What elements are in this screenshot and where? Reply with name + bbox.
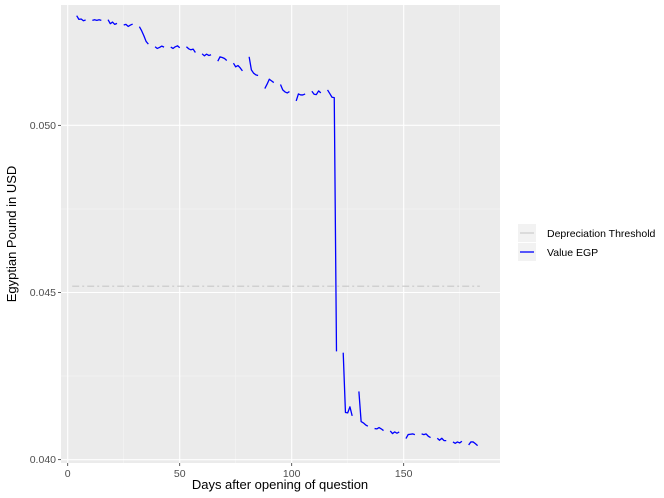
y-axis-title: Egyptian Pound in USD	[4, 166, 19, 303]
value-egp-line	[436, 437, 447, 442]
value-egp-line	[374, 426, 384, 432]
minor-gridlines	[61, 5, 500, 463]
value-egp-line	[76, 15, 86, 22]
value-egp-line	[342, 352, 353, 417]
value-egp-line	[248, 56, 259, 77]
x-tick-label: 100	[283, 468, 301, 480]
value-egp-line	[326, 89, 338, 352]
series-layer	[72, 15, 480, 447]
y-tick-label: 0.045	[30, 287, 56, 299]
x-tick-label: 150	[395, 468, 413, 480]
value-egp-line	[421, 433, 431, 439]
value-egp-line	[295, 93, 306, 102]
y-tick-label: 0.040	[30, 454, 56, 466]
major-gridlines	[61, 5, 500, 463]
value-egp-line	[217, 56, 228, 62]
value-egp-line	[123, 23, 133, 28]
value-egp-line	[264, 78, 275, 89]
legend-label-value-egp: Value EGP	[547, 247, 598, 259]
value-egp-line	[170, 45, 181, 50]
value-egp-line	[468, 441, 479, 447]
x-tick-label: 0	[65, 468, 71, 480]
value-egp-line	[311, 90, 322, 96]
value-egp-line	[107, 19, 118, 26]
value-egp-line	[405, 433, 416, 439]
x-tick-label: 50	[174, 468, 186, 480]
value-egp-line	[452, 440, 463, 444]
value-egp-line	[138, 26, 149, 45]
value-egp-line	[389, 430, 400, 435]
value-egp-line	[92, 19, 102, 22]
legend: Depreciation Threshold Value EGP	[518, 224, 656, 261]
x-axis: 0 50 100 150	[65, 463, 413, 480]
legend-label-depreciation-threshold: Depreciation Threshold	[547, 228, 656, 240]
value-egp-line	[185, 46, 196, 53]
value-egp-line	[358, 391, 369, 427]
value-egp-line	[201, 53, 212, 57]
panel-background	[61, 5, 500, 463]
y-tick-label: 0.050	[30, 120, 56, 132]
value-egp-line	[232, 62, 243, 72]
y-axis: 0.040 0.045 0.050	[30, 120, 61, 466]
value-egp-line	[279, 84, 290, 94]
x-axis-title: Days after opening of question	[192, 477, 368, 492]
value-egp-line	[154, 45, 165, 50]
